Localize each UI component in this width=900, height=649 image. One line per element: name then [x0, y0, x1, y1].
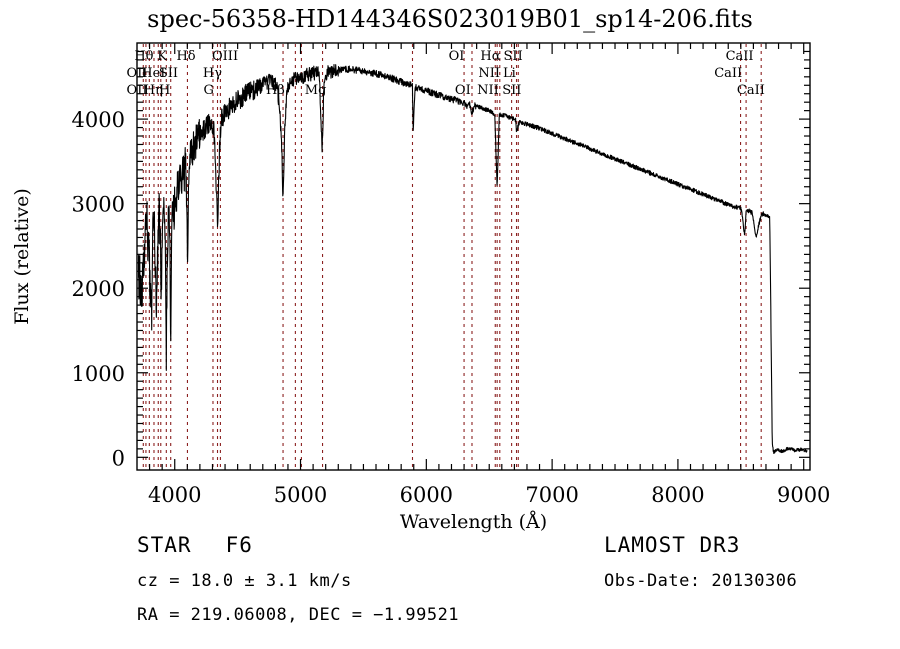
spectral-line-label: CaII [714, 66, 742, 81]
svg-text:4000: 4000 [72, 108, 125, 132]
spectral-line-label: Hγ [203, 66, 222, 81]
footer-object-type: STAR F6 [137, 533, 253, 557]
svg-text:9000: 9000 [777, 483, 830, 507]
spectral-line-label: Hβ [266, 83, 285, 98]
spectral-line-label: OII [127, 83, 148, 98]
spectral-line-label: OIII [212, 49, 238, 64]
svg-text:4000: 4000 [148, 483, 201, 507]
page-title: spec-56358-HD144346S023019B01_sp14-206.f… [147, 5, 753, 33]
footer-coords: RA = 219.06008, DEC = −1.99521 [137, 605, 460, 625]
spectral-line-label: Mg [305, 83, 327, 98]
spectral-line-label: OI [449, 49, 465, 64]
y-axis-label: Flux (relative) [11, 188, 33, 325]
svg-text:0: 0 [112, 446, 125, 470]
spectral-line-label: SII [159, 66, 178, 81]
spectral-line-label: NII [477, 83, 499, 98]
spectral-line-label: OII [127, 66, 148, 81]
spectral-line-label: K [157, 49, 167, 64]
spectral-line-label: Hδ [176, 49, 195, 64]
spectral-line-label: Hα [480, 49, 500, 64]
svg-text:6000: 6000 [400, 483, 453, 507]
svg-text:3000: 3000 [72, 193, 125, 217]
x-axis-ticks [148, 43, 805, 470]
spectral-line-label: Li [503, 66, 516, 81]
spectral-line-label: G [204, 83, 214, 98]
x-axis-label: Wavelength (Å) [400, 511, 547, 533]
spectral-line-label: OI [455, 83, 471, 98]
plot-frame [136, 42, 811, 471]
svg-text:5000: 5000 [274, 483, 327, 507]
spectral-line-label: SII [502, 83, 521, 98]
spectral-line-label: Hθ [134, 49, 153, 64]
spectral-line-label: SII [504, 49, 523, 64]
footer-obs-date: Obs-Date: 20130306 [604, 571, 798, 591]
spectral-line-label: CaII [737, 83, 765, 98]
svg-text:2000: 2000 [72, 277, 125, 301]
spectrum-trace [138, 63, 808, 455]
spectral-line-label: NII [478, 66, 500, 81]
footer-survey: LAMOST DR3 [604, 533, 741, 557]
svg-text:7000: 7000 [525, 483, 578, 507]
x-axis-tick-labels: 4000 5000 6000 7000 8000 9000 [148, 483, 830, 507]
y-axis-tick-labels: 0 1000 2000 3000 4000 [72, 108, 125, 470]
spectral-line-label: HeI [141, 66, 165, 81]
spectral-line-label: CaII [726, 49, 754, 64]
svg-text:8000: 8000 [651, 483, 704, 507]
line-label-row-0: Hθ K Hδ OIII OI Hα SII CaII [134, 49, 753, 64]
spectral-line-label: Hη [144, 83, 163, 98]
spectral-line-label: H [159, 83, 170, 98]
footer-cz: cz = 18.0 ± 3.1 km/s [137, 571, 352, 591]
svg-text:1000: 1000 [72, 362, 125, 386]
y-axis-ticks [137, 50, 810, 458]
